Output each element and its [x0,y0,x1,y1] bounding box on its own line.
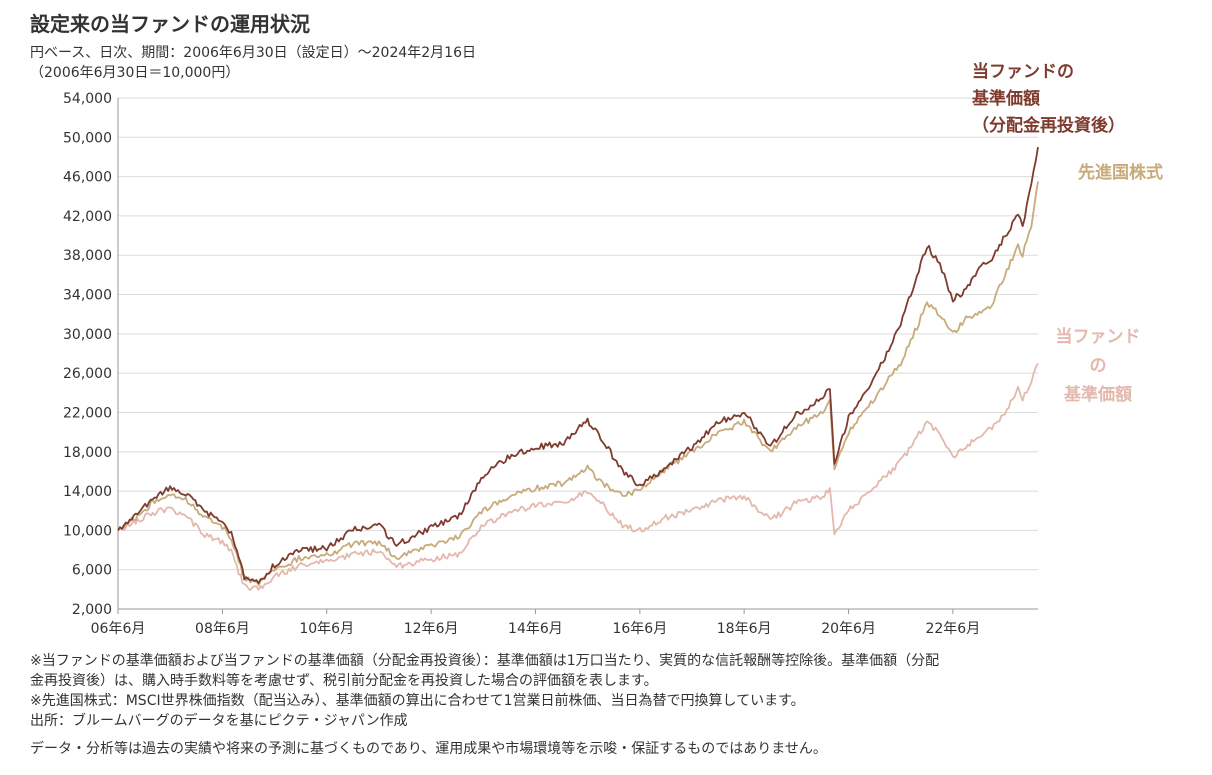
y-tick-label: 22,000 [63,405,112,421]
series-label: （分配金再投資後） [972,115,1125,136]
y-tick-label: 6,000 [72,563,112,579]
series-line [117,362,1039,592]
series-label: 当ファンドの [972,61,1074,82]
y-tick-label: 2,000 [72,602,112,618]
footnote-2: 金再投資後）は、購入時手数料等を考慮せず、税引前分配金を再投資した場合の評価額を… [30,673,658,689]
series-label: の [1090,356,1107,376]
x-tick-label: 10年6月 [299,621,354,637]
series-label: 当ファンド [1056,326,1141,347]
chart-base-note: （2006年6月30日＝10,000円） [30,65,240,81]
x-tick-label: 22年6月 [925,621,980,637]
y-tick-label: 54,000 [63,91,112,107]
y-tick-label: 18,000 [63,445,112,461]
y-tick-label: 30,000 [63,327,112,343]
x-tick-label: 14年6月 [508,621,563,637]
x-tick-label: 12年6月 [404,621,459,637]
footnote-1: ※当ファンドの基準価額および当ファンドの基準価額（分配金再投資後）：基準価額は1… [30,653,940,669]
y-tick-label: 34,000 [63,288,112,304]
y-tick-label: 10,000 [63,523,112,539]
y-tick-label: 26,000 [63,366,112,382]
footnote-source: 出所：ブルームバーグのデータを基にピクテ・ジャパン作成 [30,713,408,729]
x-tick-label: 08年6月 [195,621,250,637]
x-tick-label: 06年6月 [91,621,146,637]
y-tick-label: 38,000 [63,248,112,264]
x-tick-label: 18年6月 [717,621,772,637]
disclaimer: データ・分析等は過去の実績や将来の予測に基づくものであり、運用成果や市場環境等を… [30,741,827,757]
x-tick-label: 16年6月 [612,621,667,637]
y-tick-label: 42,000 [63,209,112,225]
line-chart: 2,000 6,000 10,000 14,000 18,000 22,000 26,000… [63,61,1163,637]
y-tick-label: 46,000 [63,170,112,186]
x-tick-label: 20年6月 [821,621,876,637]
series-label: 基準価額 [1063,384,1132,405]
series-line [117,181,1039,586]
y-tick-label: 14,000 [63,484,112,500]
footnote-3: ※先進国株式：MSCI世界株価指数（配当込み）、基準価額の算出に合わせて1営業日… [30,693,805,709]
chart-title: 設定来の当ファンドの運用状況 [30,12,310,36]
chart-subtitle: 円ベース、日次、期間：2006年6月30日（設定日）～2024年2月16日 [30,45,476,61]
y-tick-label: 50,000 [63,130,112,146]
series-line [117,146,1039,585]
series-label: 先進国株式 [1078,162,1163,183]
series-label: 基準価額 [971,88,1040,109]
